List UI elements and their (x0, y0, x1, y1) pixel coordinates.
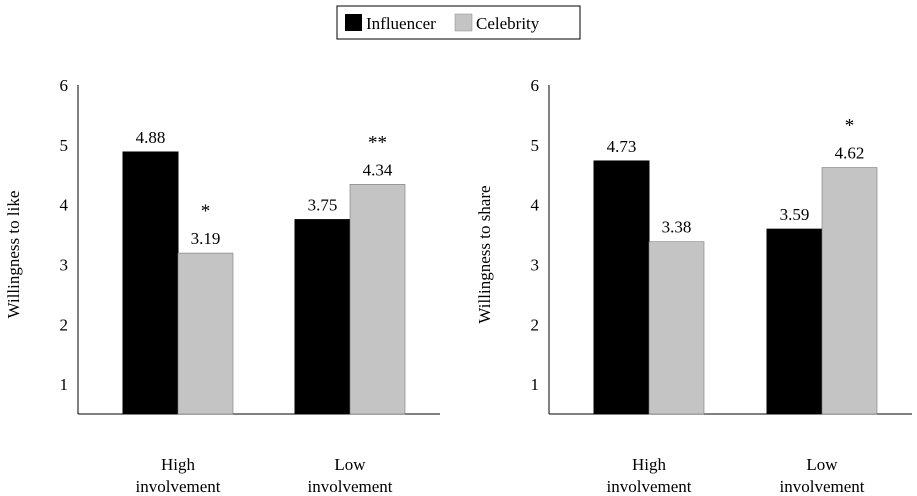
significance-marker: * (845, 116, 855, 137)
bar-influencer (766, 228, 823, 415)
bar-value-label: 4.73 (607, 137, 637, 156)
chart-like: 1 2 3 4 5 6 Willingness to like 4.88 3.19 * High in… (4, 76, 440, 496)
significance-marker: ** (368, 132, 387, 153)
significance-marker: * (201, 201, 211, 222)
bar-celebrity (349, 183, 406, 415)
bar-celebrity (821, 167, 878, 415)
y-tick-label: 1 (60, 375, 69, 394)
y-tick-label: 4 (60, 196, 69, 215)
legend: Influencer Celebrity (336, 5, 581, 40)
y-tick-label: 3 (60, 255, 69, 274)
chart-share: 1 2 3 4 5 6 Willingness to share 4.73 3.38 High in… (475, 76, 912, 496)
bar-influencer (122, 151, 179, 415)
x-category-label-line2: involvement (780, 477, 865, 496)
y-tick-label: 2 (531, 315, 540, 334)
legend-label-influencer: Influencer (366, 14, 436, 33)
y-tick-label: 6 (531, 76, 540, 95)
legend-label-celebrity: Celebrity (476, 14, 540, 33)
x-category-label: High (632, 455, 667, 474)
bar-value-label: 3.38 (662, 218, 692, 237)
bar-influencer (294, 219, 351, 415)
bar-celebrity (177, 252, 234, 415)
bar-value-label: 4.34 (363, 160, 393, 179)
y-tick-label: 1 (531, 375, 540, 394)
y-tick-label: 2 (60, 315, 69, 334)
bar-value-label: 3.75 (308, 196, 338, 215)
x-category-label: Low (806, 455, 838, 474)
y-tick-label: 5 (531, 136, 540, 155)
legend-swatch-influencer (345, 14, 362, 31)
y-axis-label: Willingness to share (475, 185, 494, 323)
x-category-label-line2: involvement (607, 477, 692, 496)
bar-celebrity (648, 241, 705, 415)
bar-value-label: 4.88 (136, 128, 166, 147)
x-category-label-line2: involvement (308, 477, 393, 496)
x-category-label: High (161, 455, 196, 474)
y-tick-label: 3 (531, 255, 540, 274)
bar-value-label: 3.59 (780, 205, 810, 224)
legend-swatch-celebrity (454, 13, 473, 32)
x-category-label-line2: involvement (136, 477, 221, 496)
bar-influencer (593, 160, 650, 415)
y-tick-label: 6 (60, 76, 69, 95)
bar-value-label: 4.62 (835, 144, 865, 163)
y-axis-label: Willingness to like (4, 191, 23, 319)
x-category-label: Low (334, 455, 366, 474)
y-tick-label: 5 (60, 136, 69, 155)
bar-value-label: 3.19 (191, 229, 221, 248)
y-tick-label: 4 (531, 196, 540, 215)
